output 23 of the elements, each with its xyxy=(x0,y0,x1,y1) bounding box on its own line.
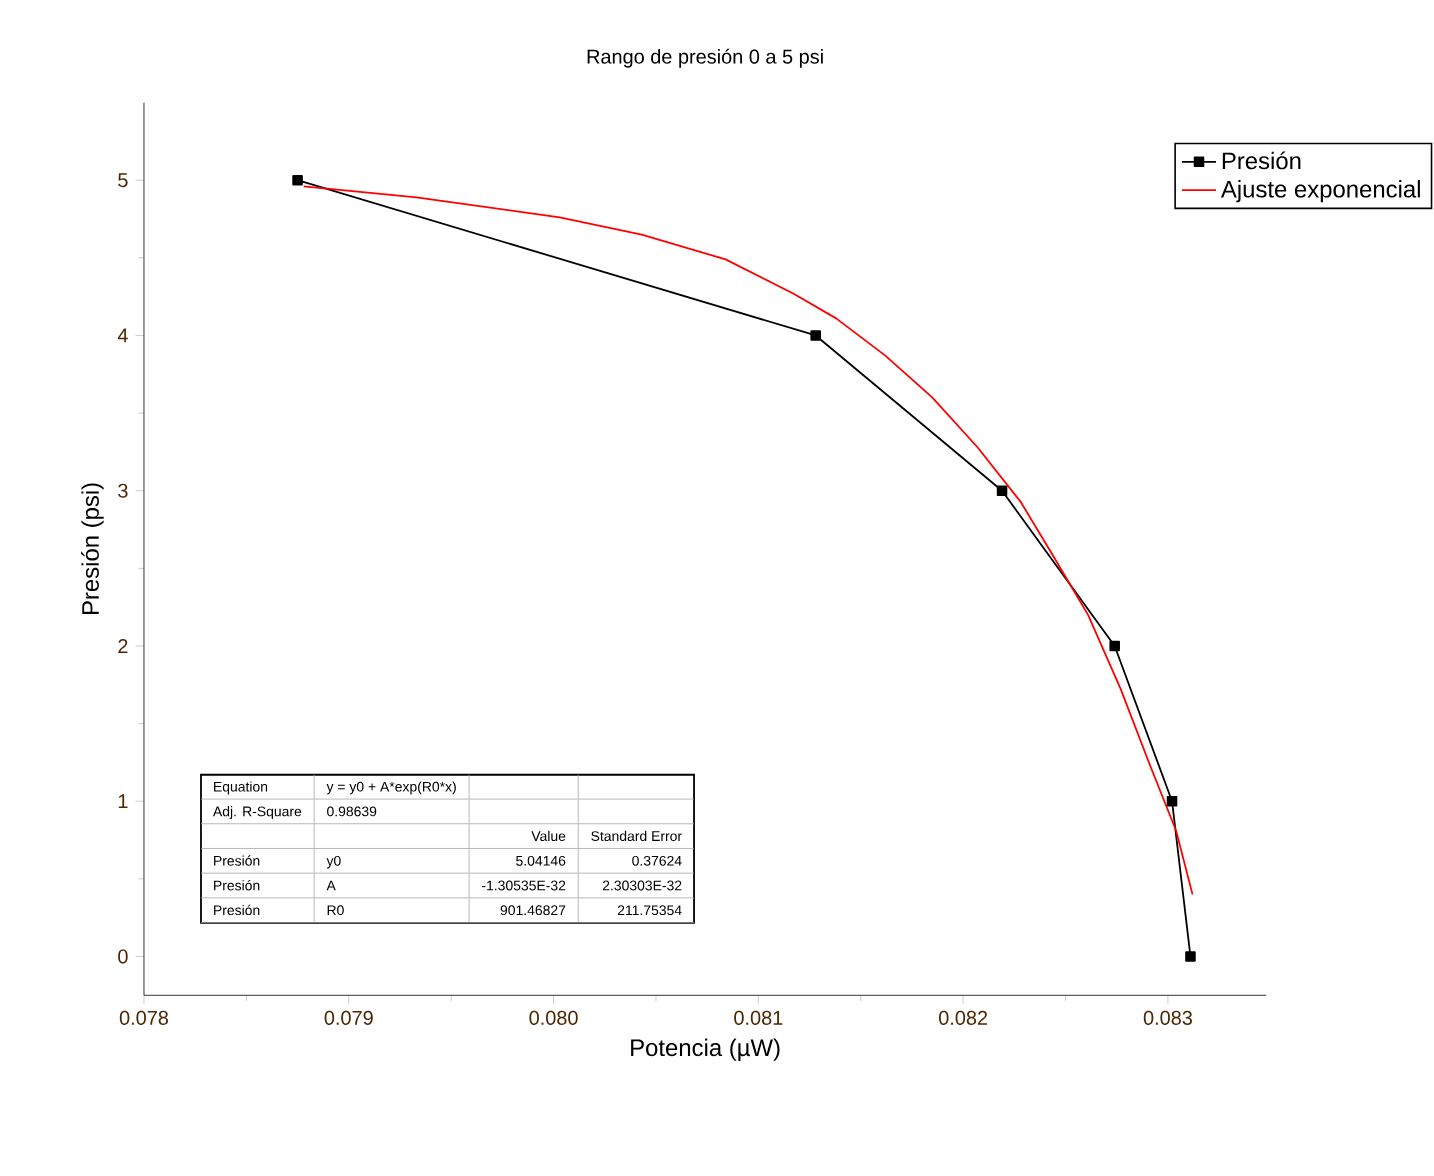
chart-title: Rango de presión 0 a 5 psi xyxy=(587,48,823,68)
x-tick-label: 0.078 xyxy=(119,1010,169,1025)
point xyxy=(1185,950,1196,962)
legend-label: Presión xyxy=(1222,151,1301,170)
y-tick-label: 3 xyxy=(118,483,128,498)
point xyxy=(292,174,303,186)
x-tick-label: 0.082 xyxy=(939,1010,988,1025)
point xyxy=(1109,640,1120,651)
point xyxy=(1166,795,1178,807)
y-axis-title: Presión (psi) xyxy=(81,483,104,614)
x-axis-title: Potencia (µW) xyxy=(631,1038,780,1061)
y-tick-label: 1 xyxy=(118,794,128,808)
y-tick-label: 0 xyxy=(118,949,128,964)
y-tick-label: 4 xyxy=(117,328,128,342)
x-tick-label: 0.083 xyxy=(1143,1010,1192,1025)
y-tick-label: 2 xyxy=(118,638,128,653)
legend-label: Ajuste exponencial xyxy=(1220,179,1420,203)
x-tick-label: 0.079 xyxy=(324,1010,373,1025)
x-tick-label: 0.081 xyxy=(734,1010,783,1025)
point xyxy=(810,329,821,341)
x-tick-label: 0.080 xyxy=(529,1010,578,1025)
y-tick-label: 5 xyxy=(118,172,128,187)
point xyxy=(996,485,1008,496)
